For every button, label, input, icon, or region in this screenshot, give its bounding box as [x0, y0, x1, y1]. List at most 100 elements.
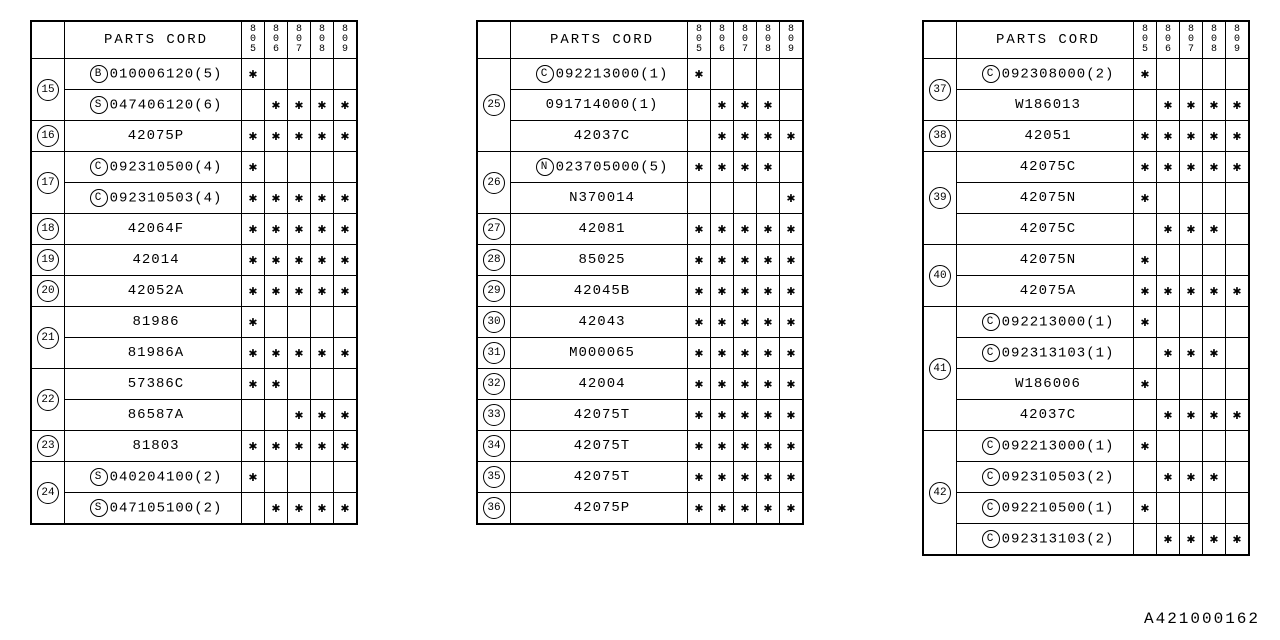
row-number-cell: 19: [31, 245, 65, 276]
year-mark-cell: ✱: [1226, 90, 1250, 121]
year-mark-cell: [311, 369, 334, 400]
part-code-text: 42075C: [1020, 221, 1076, 237]
year-mark-cell: ✱: [265, 338, 288, 369]
mark-icon: ✱: [295, 346, 303, 362]
part-code-text: 42004: [578, 376, 625, 392]
mark-icon: ✱: [741, 501, 749, 517]
year-mark-cell: ✱: [1157, 152, 1180, 183]
year-mark-cell: ✱: [242, 245, 265, 276]
mark-icon: ✱: [787, 284, 795, 300]
mark-icon: ✱: [272, 191, 280, 207]
mark-icon: ✱: [741, 253, 749, 269]
row-number-cell: 41: [923, 307, 957, 431]
mark-icon: ✱: [764, 377, 772, 393]
mark-icon: ✱: [764, 439, 772, 455]
row-number-badge: 28: [483, 249, 505, 271]
year-mark-cell: ✱: [757, 307, 780, 338]
year-mark-cell: [288, 59, 311, 90]
mark-icon: ✱: [1187, 532, 1195, 548]
mark-icon: ✱: [341, 284, 349, 300]
mark-icon: ✱: [1210, 222, 1218, 238]
mark-icon: ✱: [341, 222, 349, 238]
header-year-col: 809: [1226, 21, 1250, 59]
year-mark-cell: ✱: [311, 183, 334, 214]
year-mark-cell: [1180, 183, 1203, 214]
row-number-badge: 16: [37, 125, 59, 147]
year-mark-cell: [288, 152, 311, 183]
year-mark-cell: ✱: [1203, 90, 1226, 121]
year-mark-cell: ✱: [1180, 462, 1203, 493]
part-code-text: 092310503(2): [1002, 470, 1115, 486]
year-mark-cell: [311, 152, 334, 183]
year-mark-cell: ✱: [711, 214, 734, 245]
mark-icon: ✱: [787, 315, 795, 331]
row-number-cell: 16: [31, 121, 65, 152]
mark-icon: ✱: [249, 222, 257, 238]
part-prefix-badge: C: [90, 189, 108, 207]
year-mark-cell: ✱: [1134, 431, 1157, 462]
year-mark-cell: ✱: [288, 276, 311, 307]
year-mark-cell: [757, 59, 780, 90]
row-number-badge: 15: [37, 79, 59, 101]
part-code-text: N370014: [569, 190, 635, 206]
header-num-col: [923, 21, 957, 59]
mark-icon: ✱: [1141, 67, 1149, 83]
part-prefix-badge: S: [90, 96, 108, 114]
mark-icon: ✱: [764, 470, 772, 486]
mark-icon: ✱: [787, 346, 795, 362]
mark-icon: ✱: [695, 253, 703, 269]
year-mark-cell: [711, 183, 734, 214]
header-year-col: 807: [734, 21, 757, 59]
part-code-text: 86587A: [128, 407, 184, 423]
year-mark-cell: ✱: [1203, 338, 1226, 369]
year-mark-cell: ✱: [711, 121, 734, 152]
year-mark-cell: [1157, 431, 1180, 462]
year-mark-cell: ✱: [757, 276, 780, 307]
mark-icon: ✱: [341, 346, 349, 362]
mark-icon: ✱: [272, 501, 280, 517]
year-mark-cell: ✱: [1134, 183, 1157, 214]
row-number-badge: 40: [929, 265, 951, 287]
year-mark-cell: ✱: [1180, 338, 1203, 369]
part-code-cell: 42075N: [957, 183, 1134, 214]
year-mark-cell: ✱: [1134, 307, 1157, 338]
mark-icon: ✱: [718, 284, 726, 300]
row-number-cell: 36: [477, 493, 511, 525]
mark-icon: ✱: [295, 439, 303, 455]
part-code-cell: 85025: [511, 245, 688, 276]
year-mark-cell: ✱: [242, 462, 265, 493]
row-number-cell: 20: [31, 276, 65, 307]
part-code-cell: C092210500(1): [957, 493, 1134, 524]
year-mark-cell: [242, 90, 265, 121]
mark-icon: ✱: [249, 284, 257, 300]
row-number-badge: 17: [37, 172, 59, 194]
part-code-cell: S047105100(2): [65, 493, 242, 525]
mark-icon: ✱: [1141, 439, 1149, 455]
mark-icon: ✱: [787, 377, 795, 393]
mark-icon: ✱: [1187, 222, 1195, 238]
part-code-text: 023705000(5): [556, 160, 669, 176]
row-number-badge: 19: [37, 249, 59, 271]
year-mark-cell: [688, 183, 711, 214]
mark-icon: ✱: [272, 377, 280, 393]
mark-icon: ✱: [272, 222, 280, 238]
row-number-badge: 30: [483, 311, 505, 333]
part-prefix-badge: S: [90, 499, 108, 517]
mark-icon: ✱: [1164, 160, 1172, 176]
year-mark-cell: [334, 307, 358, 338]
row-number-cell: 30: [477, 307, 511, 338]
year-mark-cell: ✱: [780, 276, 804, 307]
row-number-cell: 34: [477, 431, 511, 462]
row-number-cell: 28: [477, 245, 511, 276]
year-mark-cell: ✱: [780, 431, 804, 462]
mark-icon: ✱: [318, 98, 326, 114]
year-mark-cell: [1226, 307, 1250, 338]
mark-icon: ✱: [1187, 408, 1195, 424]
mark-icon: ✱: [787, 129, 795, 145]
year-mark-cell: ✱: [265, 214, 288, 245]
year-mark-cell: [1180, 493, 1203, 524]
part-code-text: 092213000(1): [556, 67, 669, 83]
part-prefix-badge: C: [90, 158, 108, 176]
mark-icon: ✱: [249, 377, 257, 393]
year-mark-cell: ✱: [757, 245, 780, 276]
